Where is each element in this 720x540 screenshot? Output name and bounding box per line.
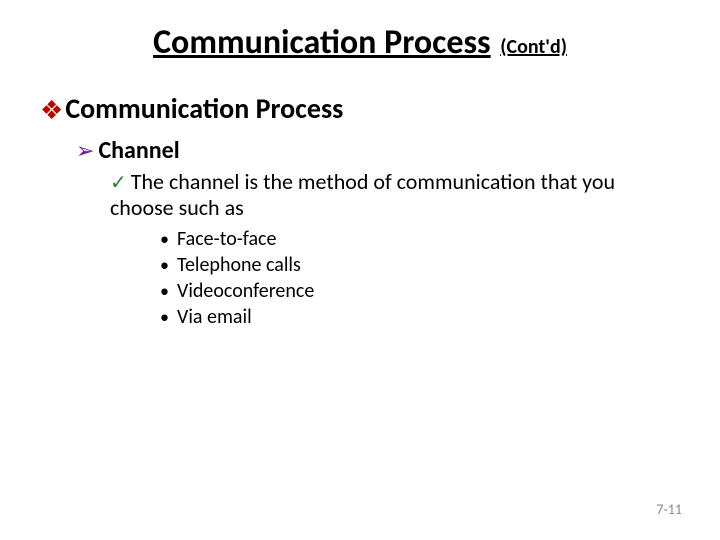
lvl2-text: Channel <box>98 136 179 165</box>
bullet-level-4: • Face-to-face <box>160 227 680 251</box>
slide: Communication Process (Cont'd) ❖Communic… <box>0 0 720 540</box>
dot-bullet-icon: • <box>160 228 169 250</box>
lvl4-item-0: Face-to-face <box>177 227 276 251</box>
lvl4-item-3: Via email <box>177 305 252 329</box>
bullet-level-1: ❖Communication Process <box>40 91 680 126</box>
check-bullet-icon: ✓ <box>110 171 127 195</box>
bullet-level-4: • Videoconference <box>160 279 680 303</box>
page-number: 7-11 <box>656 501 682 518</box>
bullet-level-4: • Via email <box>160 305 680 329</box>
bullet-level-4: • Telephone calls <box>160 253 680 277</box>
arrow-bullet-icon: ➢ <box>76 137 94 164</box>
lvl4-item-1: Telephone calls <box>177 253 301 277</box>
lvl3-text: The channel is the method of communicati… <box>110 168 615 221</box>
bullet-level-2: ➢Channel <box>76 136 680 165</box>
dot-bullet-icon: • <box>160 280 169 302</box>
title-suffix: (Cont'd) <box>500 35 567 59</box>
diamond-bullet-icon: ❖ <box>40 94 63 126</box>
dot-bullet-icon: • <box>160 254 169 276</box>
lvl4-item-2: Videoconference <box>177 279 314 303</box>
dot-bullet-icon: • <box>160 306 169 328</box>
lvl1-text: Communication Process <box>65 91 343 126</box>
bullet-level-3: ✓The channel is the method of communicat… <box>110 169 680 221</box>
slide-title: Communication Process (Cont'd) <box>40 22 680 63</box>
title-main: Communication Process <box>153 22 491 63</box>
